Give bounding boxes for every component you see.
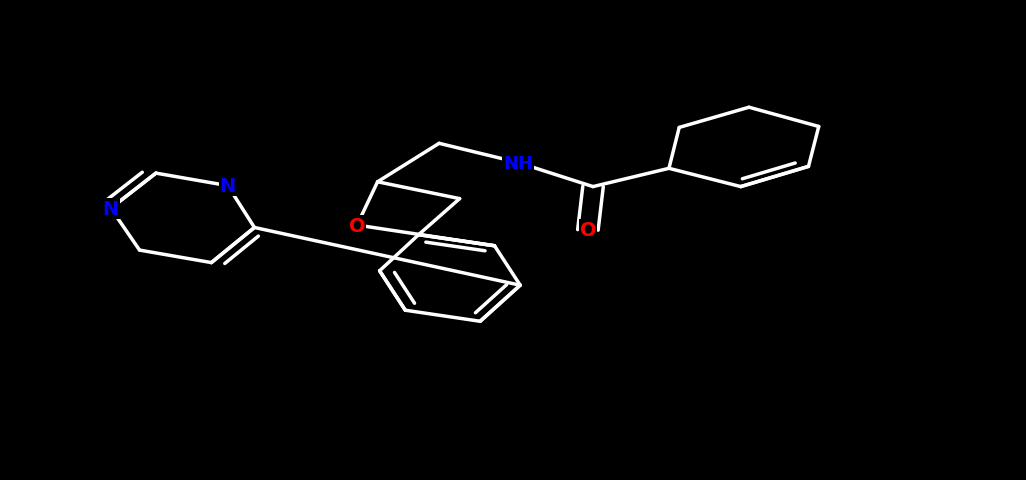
Text: O: O xyxy=(349,216,365,235)
Text: O: O xyxy=(580,221,596,240)
Text: NH: NH xyxy=(503,154,534,172)
Text: N: N xyxy=(103,199,119,218)
Text: N: N xyxy=(220,177,236,196)
